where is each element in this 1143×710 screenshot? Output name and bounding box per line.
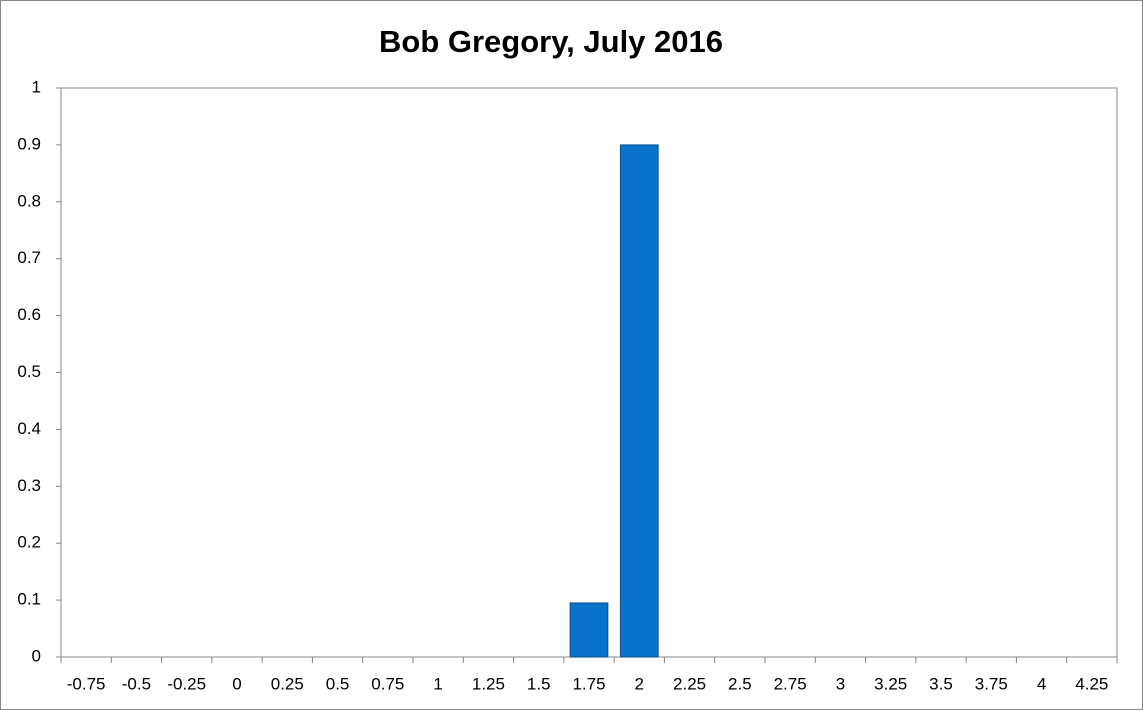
y-tick-label: 0.9	[17, 134, 41, 153]
x-tick-label: 2	[635, 674, 644, 693]
x-tick-label: 4.25	[1075, 674, 1108, 693]
x-tick-label: -0.5	[122, 674, 151, 693]
x-tick-label: 0.5	[326, 674, 350, 693]
x-tick-label: 2.25	[673, 674, 706, 693]
x-tick-label: 1.75	[572, 674, 605, 693]
x-tick-label: 4	[1037, 674, 1046, 693]
x-tick-label: 2.75	[774, 674, 807, 693]
y-tick-label: 0.6	[17, 305, 41, 324]
y-tick-label: 0.1	[17, 590, 41, 609]
x-tick-label: 0.25	[271, 674, 304, 693]
y-tick-label: 0.5	[17, 362, 41, 381]
y-tick-label: 0.4	[17, 419, 41, 438]
y-tick-label: 0.7	[17, 248, 41, 267]
y-tick-label: 0.3	[17, 476, 41, 495]
y-tick-label: 0	[32, 646, 41, 665]
x-tick-label: 3.5	[929, 674, 953, 693]
bar	[619, 144, 659, 658]
y-tick-label: 0.8	[17, 191, 41, 210]
x-tick-label: 0	[232, 674, 241, 693]
chart-title: Bob Gregory, July 2016	[379, 24, 723, 59]
x-tick-label: 1	[433, 674, 442, 693]
y-tick-label: 0.2	[17, 533, 41, 552]
x-tick-label: -0.75	[67, 674, 106, 693]
y-tick-label: 1	[32, 77, 41, 96]
x-tick-label: 3.75	[975, 674, 1008, 693]
x-tick-label: -0.25	[167, 674, 206, 693]
x-tick-label: 1.25	[472, 674, 505, 693]
x-tick-label: 3.25	[874, 674, 907, 693]
x-tick-label: 3	[836, 674, 845, 693]
x-tick-label: 0.75	[371, 674, 404, 693]
x-tick-label: 1.5	[527, 674, 551, 693]
bar	[569, 602, 609, 658]
x-tick-label: 2.5	[728, 674, 752, 693]
